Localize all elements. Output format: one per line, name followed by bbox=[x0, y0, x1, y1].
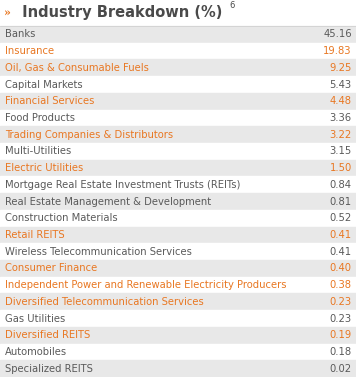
Text: 0.40: 0.40 bbox=[330, 264, 352, 273]
Text: Food Products: Food Products bbox=[5, 113, 75, 123]
Text: 19.83: 19.83 bbox=[323, 46, 352, 56]
Bar bbox=[0, 176, 356, 193]
Bar bbox=[0, 193, 356, 210]
Text: Mortgage Real Estate Investment Trusts (REITs): Mortgage Real Estate Investment Trusts (… bbox=[5, 180, 241, 190]
Bar bbox=[0, 210, 356, 227]
Text: Construction Materials: Construction Materials bbox=[5, 213, 118, 223]
Bar bbox=[0, 26, 356, 43]
Text: 0.18: 0.18 bbox=[330, 347, 352, 357]
Text: Retail REITS: Retail REITS bbox=[5, 230, 65, 240]
Text: 0.23: 0.23 bbox=[330, 314, 352, 323]
Bar bbox=[0, 327, 356, 343]
Text: Wireless Telecommunication Services: Wireless Telecommunication Services bbox=[5, 247, 192, 257]
Text: 0.52: 0.52 bbox=[330, 213, 352, 223]
Text: Industry Breakdown (%): Industry Breakdown (%) bbox=[17, 6, 222, 20]
Text: Diversified REITS: Diversified REITS bbox=[5, 330, 90, 340]
Text: 1.50: 1.50 bbox=[330, 163, 352, 173]
Bar bbox=[0, 360, 356, 377]
Bar bbox=[0, 110, 356, 126]
Text: 0.23: 0.23 bbox=[330, 297, 352, 307]
Text: Banks: Banks bbox=[5, 29, 36, 39]
Text: Real Estate Management & Development: Real Estate Management & Development bbox=[5, 196, 211, 207]
Bar bbox=[0, 143, 356, 160]
Text: 0.84: 0.84 bbox=[330, 180, 352, 190]
Text: Specialized REITS: Specialized REITS bbox=[5, 364, 93, 374]
Text: 45.16: 45.16 bbox=[323, 29, 352, 39]
Bar bbox=[0, 60, 356, 76]
Text: 3.22: 3.22 bbox=[330, 130, 352, 139]
Text: 0.41: 0.41 bbox=[330, 247, 352, 257]
Bar bbox=[0, 76, 356, 93]
Text: Automobiles: Automobiles bbox=[5, 347, 68, 357]
Text: 0.38: 0.38 bbox=[330, 280, 352, 290]
Bar bbox=[0, 160, 356, 176]
Text: Insurance: Insurance bbox=[5, 46, 54, 56]
Text: 0.02: 0.02 bbox=[330, 364, 352, 374]
Text: Oil, Gas & Consumable Fuels: Oil, Gas & Consumable Fuels bbox=[5, 63, 149, 73]
Bar bbox=[0, 0, 356, 26]
Text: 3.36: 3.36 bbox=[330, 113, 352, 123]
Text: Trading Companies & Distributors: Trading Companies & Distributors bbox=[5, 130, 173, 139]
Bar bbox=[0, 243, 356, 260]
Bar bbox=[0, 293, 356, 310]
Text: 0.19: 0.19 bbox=[330, 330, 352, 340]
Bar bbox=[0, 310, 356, 327]
Text: Financial Services: Financial Services bbox=[5, 96, 95, 106]
Bar bbox=[0, 343, 356, 360]
Bar bbox=[0, 277, 356, 293]
Text: Diversified Telecommunication Services: Diversified Telecommunication Services bbox=[5, 297, 204, 307]
Bar bbox=[0, 93, 356, 110]
Bar bbox=[0, 43, 356, 60]
Text: Electric Utilities: Electric Utilities bbox=[5, 163, 84, 173]
Bar bbox=[0, 227, 356, 243]
Text: 6: 6 bbox=[229, 1, 234, 10]
Text: Consumer Finance: Consumer Finance bbox=[5, 264, 98, 273]
Text: 3.15: 3.15 bbox=[330, 146, 352, 156]
Text: Independent Power and Renewable Electricity Producers: Independent Power and Renewable Electric… bbox=[5, 280, 287, 290]
Text: 5.43: 5.43 bbox=[330, 80, 352, 89]
Text: 0.41: 0.41 bbox=[330, 230, 352, 240]
Text: Capital Markets: Capital Markets bbox=[5, 80, 83, 89]
Text: 0.81: 0.81 bbox=[330, 196, 352, 207]
Bar bbox=[0, 260, 356, 277]
Text: Multi-Utilities: Multi-Utilities bbox=[5, 146, 72, 156]
Text: Gas Utilities: Gas Utilities bbox=[5, 314, 66, 323]
Bar bbox=[0, 126, 356, 143]
Text: »: » bbox=[4, 8, 11, 18]
Text: 9.25: 9.25 bbox=[329, 63, 352, 73]
Text: 4.48: 4.48 bbox=[330, 96, 352, 106]
